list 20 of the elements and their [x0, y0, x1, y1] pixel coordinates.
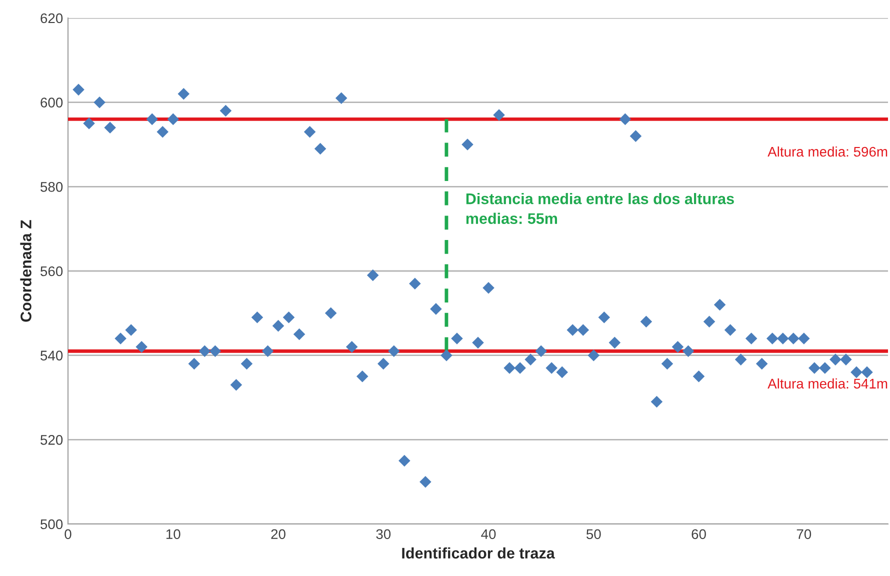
annotation: Distancia media entre las dos alturas medias: 55m [466, 192, 734, 224]
y-tick-label: 560 [40, 266, 63, 276]
x-tick-label: 60 [692, 529, 706, 540]
y-tick-label: 500 [40, 519, 63, 530]
y-tick-label: 580 [40, 182, 63, 192]
y-tick-label: 520 [40, 435, 63, 445]
x-tick-label: 50 [586, 529, 601, 540]
x-tick-label: 0 [64, 529, 72, 540]
x-tick-label: 70 [796, 529, 812, 540]
x-tick-label: 10 [166, 529, 180, 540]
y-axis-title: Coordenada Z [20, 220, 32, 322]
y-tick-label: 540 [40, 350, 63, 361]
ref-line-label: Altura media: 541m [768, 378, 888, 389]
x-tick-label: 20 [271, 529, 286, 540]
x-axis-title: Identificador de traza [402, 547, 555, 559]
y-tick-label: 600 [40, 98, 63, 108]
ref-line-label: Altura media: 596m [768, 146, 888, 157]
x-tick-label: 30 [376, 529, 391, 540]
y-tick-label: 620 [40, 13, 63, 24]
x-tick-label: 40 [481, 529, 496, 540]
